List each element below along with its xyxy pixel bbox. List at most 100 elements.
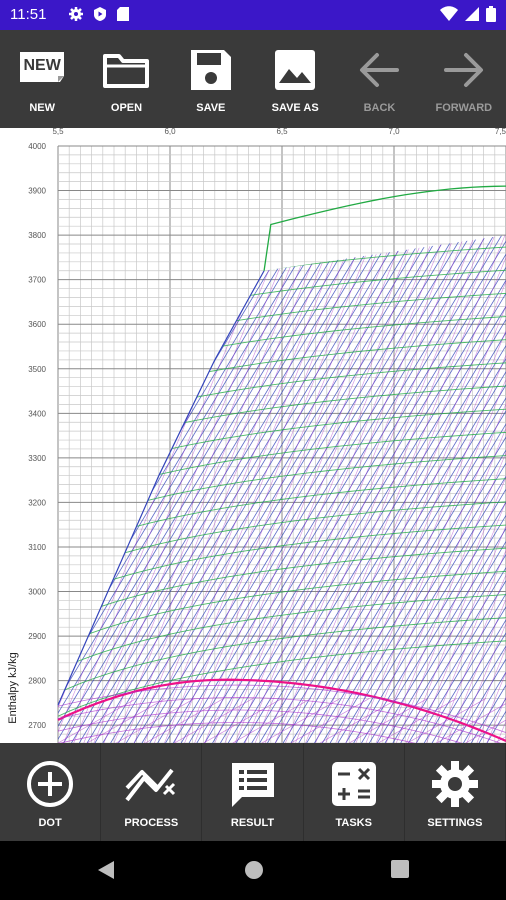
isotherm-line [58, 501, 506, 578]
isochore-line [355, 235, 506, 743]
quality-line [174, 698, 254, 743]
quality-line [86, 698, 166, 743]
quality-line [407, 698, 487, 743]
dot-button[interactable]: DOT [0, 743, 102, 841]
y-tick-label: 2700 [28, 721, 46, 730]
isochore-line [285, 235, 506, 743]
y-tick-label: 2900 [28, 632, 46, 641]
open-button[interactable]: OPEN [84, 30, 168, 128]
y-tick-label: 3600 [28, 320, 46, 329]
nav-home-icon[interactable] [243, 859, 265, 881]
result-button[interactable]: RESULT [202, 743, 304, 841]
status-bar: 11:51 [0, 0, 506, 30]
isochore-line [295, 235, 506, 743]
y-tick-label: 3800 [28, 231, 46, 240]
settings-label: SETTINGS [427, 817, 483, 829]
quality-line [145, 698, 224, 743]
y-tick-label: 3300 [28, 454, 46, 463]
forward-button[interactable]: FORWARD [422, 30, 506, 128]
isobar-line [345, 235, 506, 743]
bottom-toolbar: DOT PROCESS RESULT TASKS SETTINGS [0, 743, 506, 841]
isobar-line [329, 235, 506, 743]
isobar-line [321, 235, 506, 743]
battery-status-icon [486, 6, 496, 22]
quality-line [290, 698, 370, 743]
hs-diagram[interactable]: 5,5 6,0 6,5 7,0 7,5 2700 2800 2900 3000 3100 3200… [0, 128, 506, 743]
tasks-label: TASKS [335, 817, 372, 829]
isotherm-line [58, 594, 506, 671]
y-tick-label: 3200 [28, 498, 46, 507]
isotherm-line [58, 617, 506, 694]
arrow-right-icon [438, 48, 490, 92]
back-button[interactable]: BACK [337, 30, 421, 128]
isochore-line [275, 235, 506, 743]
quality-curve [57, 709, 463, 743]
isochore-line [254, 235, 502, 743]
quality-curve [58, 722, 416, 743]
top-isotherm-line [263, 185, 506, 271]
isobar-line [149, 235, 506, 743]
y-tick-label: 2800 [28, 677, 46, 686]
isochore-line [305, 235, 506, 743]
tasks-button[interactable]: TASKS [304, 743, 405, 841]
isotherm-line [58, 570, 506, 648]
dot-label: DOT [38, 817, 62, 829]
arrow-left-icon [353, 48, 405, 92]
isotherm-line [58, 524, 506, 601]
signal-status-icon [465, 7, 479, 21]
new-button[interactable]: NEW NEW [0, 30, 84, 128]
isobar-line [384, 235, 506, 743]
folder-icon [100, 48, 152, 92]
isochore-line [456, 235, 506, 743]
isobar-line [196, 235, 506, 743]
isobar-line [423, 235, 506, 743]
y-tick-labels: 2700 2800 2900 3000 3100 3200 3300 3400 3500 3600… [28, 142, 46, 730]
isochore-line [375, 235, 506, 743]
save-as-button[interactable]: SAVE AS [253, 30, 337, 128]
x-tick-label: 7,5 [495, 128, 506, 136]
y-tick-label: 3700 [28, 276, 46, 285]
forward-label: FORWARD [435, 102, 493, 114]
quality-curve [57, 684, 506, 733]
isobar-line [369, 235, 506, 743]
hs-diagram-area[interactable]: 5,5 6,0 6,5 7,0 7,5 2700 2800 2900 3000 3100 3200… [0, 128, 506, 743]
y-tick-label: 3900 [28, 187, 46, 196]
sd-card-status-icon [117, 7, 129, 21]
isobar-line [282, 235, 506, 743]
nav-recents-icon[interactable] [390, 859, 410, 879]
save-button[interactable]: SAVE [169, 30, 253, 128]
isobar-line [392, 235, 506, 743]
y-tick-label: 3000 [28, 588, 46, 597]
wifi-status-icon [440, 6, 458, 21]
isotherm-line [58, 640, 506, 717]
isochore-line [345, 235, 506, 743]
play-protect-status-icon [94, 7, 106, 21]
quality-curve [57, 697, 502, 743]
isobar-line [141, 235, 501, 743]
isobar-line [337, 235, 506, 743]
image-icon [269, 48, 321, 92]
top-toolbar: NEW NEW OPEN SAVE SAVE AS BACK FORWARD [0, 30, 506, 128]
quality-line [57, 698, 137, 743]
isochore-line [436, 235, 506, 743]
isochore-line [446, 235, 506, 743]
quality-line [436, 703, 506, 743]
chart-grid [57, 145, 506, 743]
process-button[interactable]: PROCESS [101, 743, 203, 841]
isochore-line [315, 235, 506, 743]
isobar-line [157, 235, 506, 743]
isochore-line [406, 235, 506, 743]
settings-button[interactable]: SETTINGS [405, 743, 506, 841]
nav-back-icon[interactable] [96, 859, 116, 881]
isobar-line [220, 235, 506, 743]
open-label: OPEN [110, 102, 143, 114]
quality-line [319, 698, 399, 743]
isochore-line [325, 235, 506, 743]
isobar-line [353, 235, 506, 743]
y-tick-label: 3400 [28, 409, 46, 418]
isochore-line [264, 235, 506, 743]
process-label: PROCESS [124, 817, 179, 829]
x-tick-label: 6,0 [164, 128, 176, 136]
isobar-line [298, 235, 506, 743]
isobar-line [306, 235, 506, 743]
